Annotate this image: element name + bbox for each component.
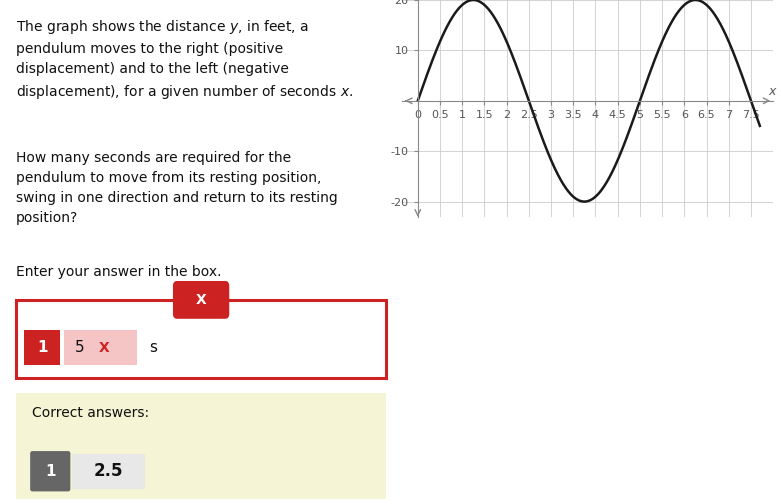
Text: s: s bbox=[149, 340, 157, 355]
FancyBboxPatch shape bbox=[173, 281, 230, 319]
FancyBboxPatch shape bbox=[24, 330, 60, 365]
Text: 1: 1 bbox=[37, 340, 48, 355]
FancyBboxPatch shape bbox=[16, 393, 386, 499]
FancyBboxPatch shape bbox=[30, 451, 70, 491]
Text: How many seconds are required for the
pendulum to move from its resting position: How many seconds are required for the pe… bbox=[16, 151, 338, 225]
Text: X: X bbox=[99, 341, 110, 355]
Text: The graph shows the distance $y$, in feet, a
pendulum moves to the right (positi: The graph shows the distance $y$, in fee… bbox=[16, 18, 353, 101]
Text: X: X bbox=[196, 293, 206, 307]
Text: 5: 5 bbox=[74, 340, 84, 355]
Text: 1: 1 bbox=[45, 464, 55, 479]
FancyBboxPatch shape bbox=[16, 300, 386, 378]
FancyBboxPatch shape bbox=[64, 330, 137, 365]
FancyBboxPatch shape bbox=[73, 454, 144, 489]
Text: Correct answers:: Correct answers: bbox=[32, 406, 149, 420]
Text: x: x bbox=[769, 85, 776, 98]
Text: Enter your answer in the box.: Enter your answer in the box. bbox=[16, 265, 222, 279]
Text: 2.5: 2.5 bbox=[94, 462, 123, 480]
